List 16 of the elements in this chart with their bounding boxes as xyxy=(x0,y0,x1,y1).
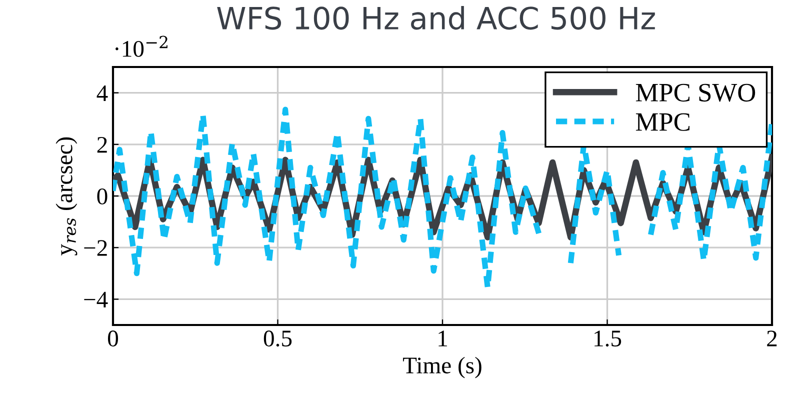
y-tick-label: −2 xyxy=(84,240,107,256)
x-tick-label: 0.5 xyxy=(264,330,292,347)
legend-label: MPC xyxy=(636,113,690,131)
x-tick-label: 2 xyxy=(767,330,777,346)
y-tick-label: −4 xyxy=(84,292,108,308)
x-tick-label: 1 xyxy=(438,330,447,346)
x-tick-label: 1.5 xyxy=(594,330,622,347)
y-tick-label: 0 xyxy=(97,188,108,204)
x-axis-title: Time (s) xyxy=(403,356,482,378)
x-tick-label: 0 xyxy=(108,330,118,346)
chart-title: WFS 100 Hz and ACC 500 Hz xyxy=(217,6,655,30)
legend-label: MPC SWO xyxy=(636,84,756,102)
y-axis-title: y$_{res}$ (arcsec) xyxy=(56,137,78,256)
y-tick-label: 4 xyxy=(96,85,108,101)
y-tick-label: 2 xyxy=(97,136,107,153)
text: ·10$^{−2}$ xyxy=(116,36,168,57)
